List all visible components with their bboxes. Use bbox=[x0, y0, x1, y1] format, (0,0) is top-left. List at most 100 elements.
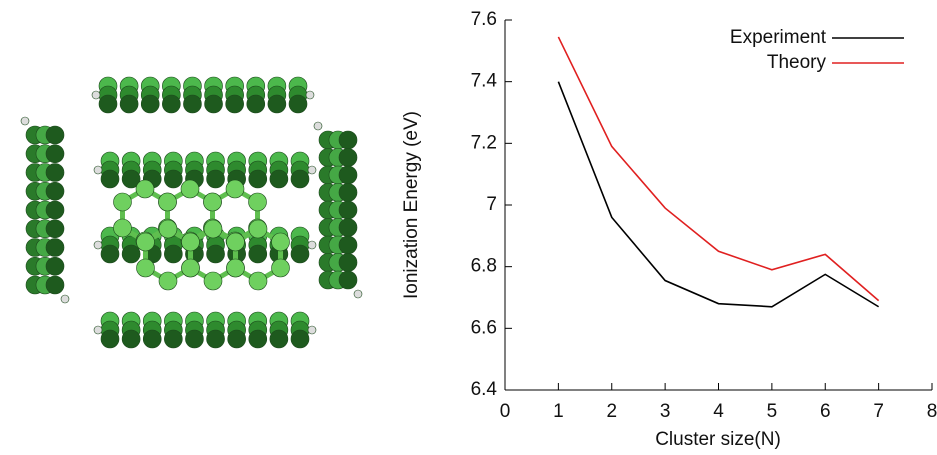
y-tick-label: 7 bbox=[486, 194, 497, 215]
atom bbox=[353, 289, 363, 299]
atom bbox=[113, 192, 132, 212]
atom bbox=[142, 329, 162, 349]
atom bbox=[290, 329, 310, 349]
y-tick-label: 6.4 bbox=[471, 379, 498, 400]
atom bbox=[60, 294, 70, 304]
atom bbox=[307, 165, 317, 175]
atom bbox=[100, 244, 120, 264]
x-tick-label: 4 bbox=[713, 401, 724, 422]
molecule-illustration bbox=[20, 76, 363, 349]
atom bbox=[338, 218, 358, 237]
atom bbox=[45, 275, 65, 295]
atom bbox=[248, 271, 268, 291]
atom bbox=[248, 244, 268, 264]
atom bbox=[206, 244, 225, 264]
atom bbox=[338, 253, 358, 272]
atom bbox=[338, 165, 358, 185]
atom bbox=[158, 219, 178, 239]
atom bbox=[338, 148, 358, 167]
x-tick-label: 5 bbox=[767, 401, 778, 422]
atom bbox=[135, 179, 155, 199]
atom bbox=[248, 219, 268, 239]
atom bbox=[269, 169, 289, 189]
atom bbox=[45, 200, 65, 220]
atom bbox=[204, 94, 223, 114]
atom bbox=[307, 325, 317, 335]
atom bbox=[45, 238, 65, 257]
atom bbox=[248, 169, 268, 189]
atom bbox=[20, 116, 30, 126]
x-tick-label: 2 bbox=[606, 401, 617, 422]
atom bbox=[45, 256, 65, 276]
atom bbox=[164, 169, 183, 189]
legend-label: Theory bbox=[767, 52, 827, 73]
atom bbox=[181, 232, 200, 252]
atom bbox=[267, 94, 287, 114]
atom bbox=[307, 240, 317, 250]
y-axis-label: Ionization Energy (eV) bbox=[401, 111, 422, 299]
atom bbox=[225, 94, 244, 114]
x-tick-label: 8 bbox=[927, 401, 937, 422]
atom bbox=[45, 144, 65, 164]
atom bbox=[162, 94, 181, 114]
atom bbox=[45, 163, 65, 182]
y-tick-label: 6.8 bbox=[471, 256, 497, 277]
atom bbox=[313, 121, 323, 131]
atom bbox=[248, 329, 268, 349]
atom bbox=[227, 329, 246, 349]
atom bbox=[164, 244, 183, 264]
atom bbox=[100, 329, 120, 349]
atom bbox=[206, 329, 225, 349]
atom bbox=[181, 258, 200, 278]
atom bbox=[246, 94, 266, 114]
x-tick-label: 6 bbox=[820, 401, 831, 422]
atom bbox=[98, 94, 118, 114]
atom bbox=[290, 169, 310, 189]
atom bbox=[203, 219, 223, 239]
atom bbox=[338, 183, 358, 202]
x-axis-label: Cluster size(N) bbox=[655, 429, 781, 450]
atom bbox=[45, 181, 65, 201]
atom bbox=[305, 90, 315, 100]
atom bbox=[91, 90, 101, 100]
atom bbox=[45, 219, 65, 239]
atom bbox=[225, 179, 245, 199]
y-tick-label: 7.2 bbox=[471, 132, 497, 153]
atom bbox=[180, 179, 200, 199]
atom bbox=[248, 192, 267, 212]
series-line bbox=[557, 36, 880, 302]
atom bbox=[121, 329, 141, 349]
x-tick-label: 3 bbox=[660, 401, 671, 422]
atom bbox=[100, 169, 120, 189]
x-tick-label: 0 bbox=[500, 401, 511, 422]
y-tick-label: 7.6 bbox=[471, 9, 497, 30]
atom bbox=[121, 169, 141, 189]
atom bbox=[183, 94, 202, 114]
y-tick-label: 6.6 bbox=[471, 317, 497, 338]
x-tick-label: 1 bbox=[553, 401, 564, 422]
atom bbox=[338, 130, 358, 150]
atom bbox=[164, 329, 183, 349]
atom bbox=[136, 258, 155, 278]
atom bbox=[288, 94, 308, 114]
legend-label: Experiment bbox=[730, 27, 827, 48]
atom bbox=[271, 232, 290, 252]
series-line bbox=[557, 81, 880, 308]
atom bbox=[158, 271, 178, 291]
atom bbox=[338, 200, 358, 220]
atom bbox=[136, 232, 155, 252]
atom bbox=[290, 244, 310, 264]
atom bbox=[119, 94, 139, 114]
atom bbox=[226, 232, 245, 252]
atom bbox=[206, 169, 225, 189]
atom bbox=[93, 240, 103, 250]
atom bbox=[269, 329, 289, 349]
x-tick-label: 7 bbox=[873, 401, 884, 422]
atom bbox=[203, 271, 223, 291]
atom bbox=[140, 94, 160, 114]
atom bbox=[93, 325, 103, 335]
y-tick-label: 7.4 bbox=[471, 71, 498, 92]
atom bbox=[121, 244, 141, 264]
